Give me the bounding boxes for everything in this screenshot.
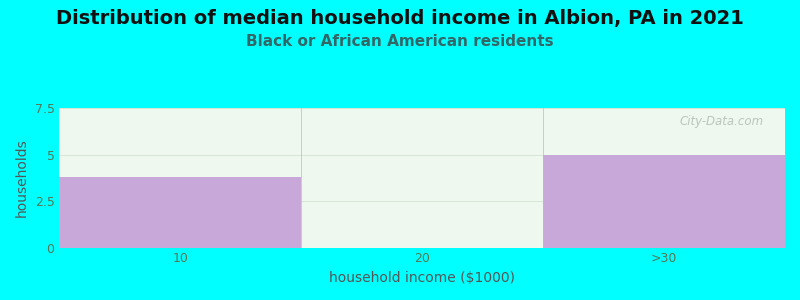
Text: City-Data.com: City-Data.com [679,115,763,128]
Text: Distribution of median household income in Albion, PA in 2021: Distribution of median household income … [56,9,744,28]
Bar [543,154,785,248]
X-axis label: household income ($1000): household income ($1000) [330,271,515,285]
Text: Black or African American residents: Black or African American residents [246,34,554,50]
Y-axis label: households: households [15,138,29,217]
Bar [59,177,302,248]
